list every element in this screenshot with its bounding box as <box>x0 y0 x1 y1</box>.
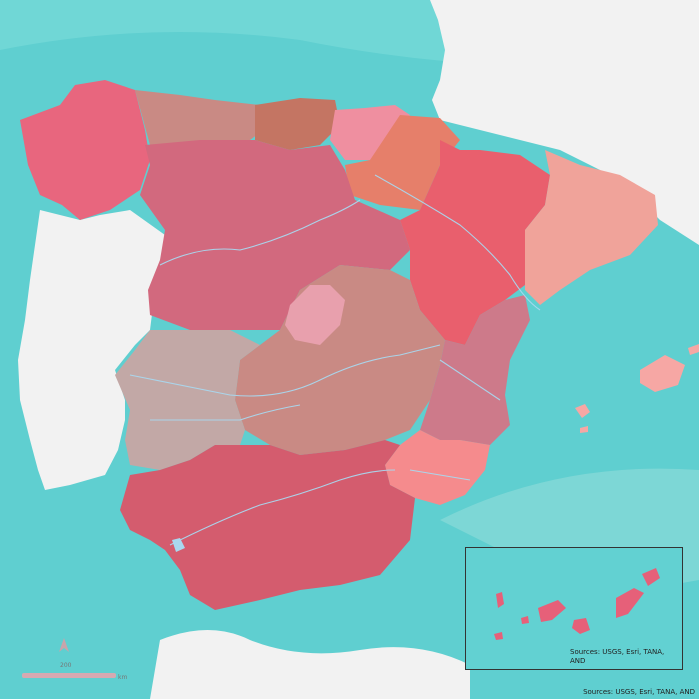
basin-galicia <box>20 80 150 220</box>
canary-gran-canaria <box>572 618 590 634</box>
river-ebro <box>374 174 541 311</box>
canary-inset-canvas <box>466 548 682 669</box>
canary-lanzarote <box>642 568 660 586</box>
river-guadalquivir <box>169 469 396 546</box>
canary-fuerteventura <box>616 588 644 618</box>
canary-la-gomera <box>521 616 529 624</box>
basin-cataluna <box>525 150 658 305</box>
baleares-mallorca <box>640 355 685 392</box>
basin-guadalquivir <box>120 440 415 610</box>
basin-cantabrico-occidental <box>135 90 270 145</box>
canary-la-palma <box>496 592 504 608</box>
scale-unit: km <box>118 674 128 681</box>
portugal-land <box>18 210 170 490</box>
basin-guadiana <box>115 330 260 470</box>
canary-islands-inset[interactable]: Sources: USGS, Esri, TANA, AND <box>465 547 683 670</box>
river-duero <box>159 199 361 266</box>
basin-madrid-area <box>285 285 345 345</box>
scale-bar <box>22 673 116 678</box>
baleares-menorca <box>688 344 699 355</box>
basin-cantabrico-oriental <box>255 98 340 150</box>
river-segura <box>409 469 471 481</box>
africa-land <box>150 630 470 699</box>
canary-el-hierro <box>494 632 503 640</box>
inset-attribution: Sources: USGS, Esri, TANA, AND <box>570 648 665 665</box>
baleares-formentera <box>580 426 588 433</box>
basin-ebro-main <box>400 140 550 345</box>
basin-ebro-upper <box>345 115 460 210</box>
canary-tenerife <box>538 600 566 622</box>
basin-jucar <box>420 295 530 445</box>
north-arrow-icon <box>59 638 69 652</box>
river-tajo <box>129 344 441 397</box>
baleares-ibiza <box>575 404 590 418</box>
basin-duero <box>140 140 410 330</box>
river-guadiana <box>149 404 301 421</box>
basin-pais-vasco <box>330 105 410 160</box>
lake-donana <box>172 538 185 552</box>
map-attribution: Sources: USGS, Esri, TANA, AND <box>583 688 695 696</box>
river-jucar <box>439 359 501 401</box>
scale-value: 200 <box>60 662 72 669</box>
inset-sea <box>466 548 682 669</box>
basin-segura <box>385 430 490 505</box>
river-network <box>129 174 541 546</box>
